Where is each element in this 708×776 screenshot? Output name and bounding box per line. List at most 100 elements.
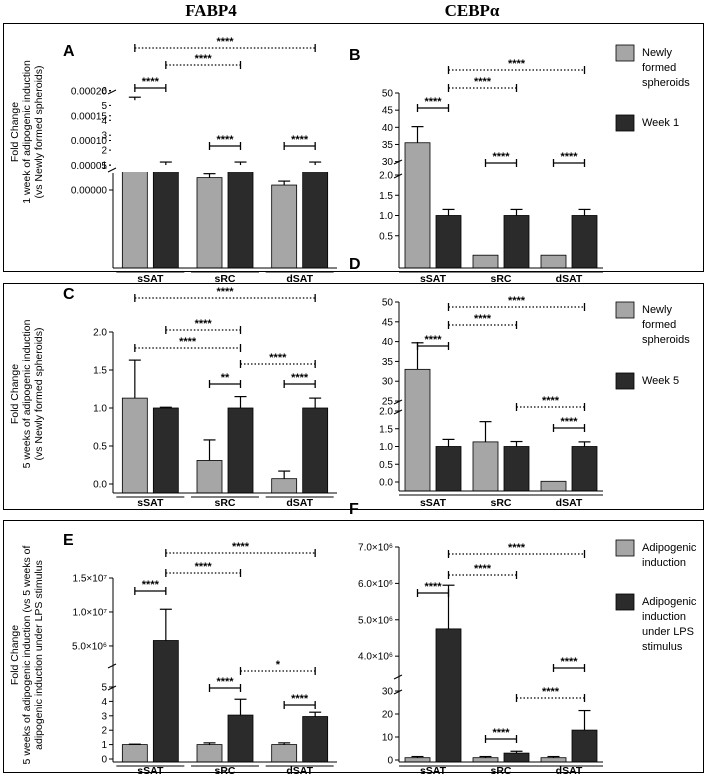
panel-a-bar-b (152, 164, 179, 269)
panel-b-category-label: dSAT (556, 273, 583, 285)
panel-f-bar-a (404, 757, 431, 763)
panel-c-significance-label: **** (195, 318, 213, 330)
panel-e-y-tick-label: 1.0×10⁷ (73, 607, 108, 618)
panel-a-y-tick-label: 0.00015 (71, 111, 108, 122)
panel-f-significance-label: **** (542, 686, 560, 698)
panel-d-letter: D (349, 256, 361, 273)
panel-f-y-tick-label: 0 (387, 756, 393, 767)
panel-e-bar-a (271, 744, 298, 763)
panel-c-letter: C (63, 286, 75, 303)
panel-a-y-tick-label: 6 (101, 86, 107, 97)
panel-c-category-label: sRC (214, 497, 235, 509)
panel-c-significance-label: **** (291, 372, 309, 384)
panel-f-y-tick-label: 5.0×10⁶ (358, 615, 393, 626)
panel-a-significance-label: **** (142, 76, 160, 88)
legend-swatch-0-0 (615, 44, 635, 62)
panel-a-y-tick-label: 4 (101, 116, 107, 127)
panel-d-significance-label: **** (424, 334, 442, 346)
panel-f-significance-label: **** (424, 581, 442, 593)
panel-e-letter: E (63, 532, 74, 549)
panel-d-break-mark (393, 399, 403, 405)
panel-e-y-tick-label: 5 (101, 683, 107, 694)
legend-label-0-1: Week 1 (642, 117, 679, 129)
panel-b-break-mark (393, 173, 403, 179)
panel-a-bar-break (227, 90, 254, 172)
panel-f-y-tick-label: 4.0×10⁶ (358, 652, 393, 663)
panel-a-significance-label: **** (195, 53, 213, 65)
panel-b-y-tick-label: 40 (382, 123, 394, 134)
panel-e-y-axis-label: Fold Change (9, 625, 21, 685)
panel-a-y-tick-label: 1 (101, 161, 107, 172)
panel-d-category-label: sRC (490, 497, 511, 509)
panel-e-bar-a (196, 744, 223, 763)
panel-a-y-tick-label: 0.00005 (71, 161, 108, 172)
panel-e-break-mark (107, 685, 117, 691)
panel-c-bar-a (196, 460, 223, 494)
panel-e-category-label: dSAT (286, 765, 313, 776)
panel-c-y-tick-label: 1.0 (93, 404, 107, 415)
panel-e-y-tick-label: 1 (101, 740, 107, 751)
panel-f-bar-b (571, 729, 598, 763)
panel-c-category-label: sSAT (137, 497, 164, 509)
legend-label-0-0: formed (642, 62, 676, 74)
panel-a-axis-break (111, 89, 115, 173)
panel-b-y-tick-label: 1.0 (379, 211, 393, 222)
legend-label-2-0: Adipogenic (642, 542, 697, 554)
panel-a-bar-break (301, 90, 329, 172)
panel-e-significance-label: **** (291, 693, 309, 705)
panel-a-y-axis-label: Fold Change (9, 102, 21, 162)
panel-a-bar-a (196, 177, 223, 269)
panel-d-y-tick-label: 2.0 (379, 407, 393, 418)
panel-a-y-tick-label: 3 (101, 131, 107, 142)
panel-d-significance-label: **** (508, 295, 526, 307)
row-frame-week1 (3, 23, 704, 272)
panel-a-y-axis-label: (vs Newly formed spheroids) (33, 65, 45, 198)
panel-d-significance-label: **** (542, 395, 560, 407)
panel-e-y-axis-label: adipogenic induction under LPS stimulus (33, 560, 45, 750)
panel-a-bar-a (271, 184, 298, 269)
panel-b-letter: B (349, 47, 361, 64)
panel-e-break-mark (107, 663, 117, 669)
panel-a-y-tick-label: 5 (101, 101, 107, 112)
panel-d-bar-b (503, 446, 530, 492)
panel-a-break-mark (107, 89, 117, 95)
panel-f-letter: F (349, 501, 359, 518)
panel-a-category-label: dSAT (286, 273, 313, 285)
panel-b-bar-b (435, 215, 462, 269)
panel-a-significance-label: **** (291, 134, 309, 146)
legend-swatch-2-0 (615, 539, 635, 557)
panel-a-bar-break (152, 90, 180, 172)
panel-c-bar-a (121, 397, 148, 494)
panel-f-bar-b (435, 628, 462, 763)
panel-d-bar-a (404, 368, 431, 492)
legend-label-2-1: under LPS (642, 626, 694, 638)
panel-b-significance-label: **** (424, 96, 442, 108)
panel-d-bar-b (571, 446, 598, 492)
legend-label-0-0: spheroids (642, 77, 690, 89)
panel-b-bar-a (472, 254, 499, 269)
row-frame-week5 (3, 283, 704, 510)
plots: A0.000000.000050.000100.000150.000201234… (9, 36, 697, 776)
panel-f-y-tick-label: 20 (382, 710, 394, 721)
panel-a-significance-label: **** (216, 134, 234, 146)
panel-e-y-tick-label: 0 (101, 755, 107, 766)
panel-d-y-tick-label: 1.0 (379, 442, 393, 453)
panel-a-bar-break (121, 90, 149, 172)
panel-e-y-tick-label: 3 (101, 711, 107, 722)
panel-d-y-tick-label: 0.0 (379, 478, 393, 489)
legend-label-1-0: Newly (642, 304, 672, 316)
panel-f-bar-b (503, 752, 530, 763)
panel-f-significance-label: **** (560, 656, 578, 668)
panel-a-category-label: sSAT (137, 273, 164, 285)
panel-d-y-tick-label: 30 (382, 377, 394, 388)
panel-f-y-tick-label: 30 (382, 687, 394, 698)
panel-d-significance-label: **** (474, 313, 492, 325)
panel-b-significance-label: **** (508, 58, 526, 70)
panel-c-y-tick-label: 0.0 (93, 480, 107, 491)
panel-b-significance-label: **** (492, 151, 510, 163)
legend-label-2-1: Adipogenic (642, 596, 697, 608)
panel-c-y-tick-label: 2.0 (93, 328, 107, 339)
panel-e-category-label: sRC (214, 765, 235, 776)
legend-swatch-1-1 (615, 372, 635, 390)
panel-b-bar-b (571, 215, 598, 269)
